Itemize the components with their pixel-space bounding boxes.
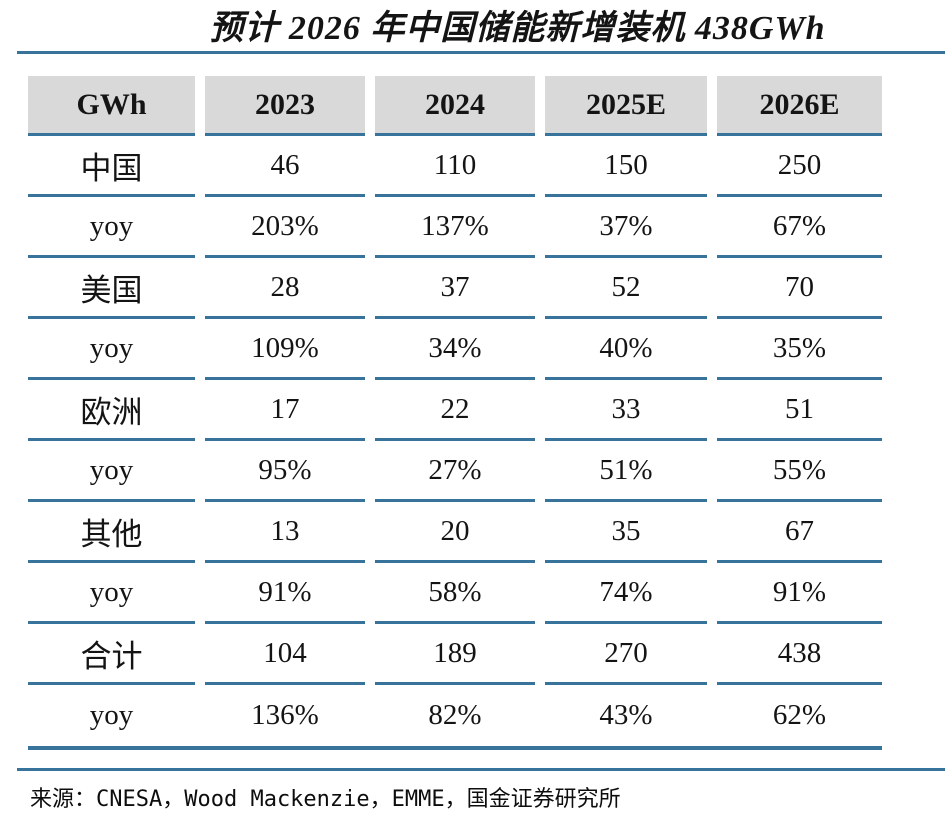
- value-cell: 13: [205, 502, 365, 563]
- value-cell: 37: [375, 258, 535, 319]
- value-cell: 22: [375, 380, 535, 441]
- value-cell: 62%: [772, 699, 827, 731]
- value-cell: 67: [717, 502, 882, 563]
- source-note: 来源：CNESA，Wood Mackenzie，EMME，国金证券研究所: [30, 787, 621, 812]
- row-label: yoy: [28, 441, 195, 502]
- row-label: yoy: [28, 563, 195, 624]
- row-label: 中国: [28, 136, 195, 197]
- figure-title: 预计 2026 年中国储能新增装机 438GWh: [209, 10, 826, 47]
- value-cell: 67%: [717, 197, 882, 258]
- value-cell: 109%: [205, 319, 365, 380]
- table-bottom-rule: [28, 746, 882, 750]
- value-cell: 82%: [428, 699, 482, 731]
- value-cell: 55%: [717, 441, 882, 502]
- value-cell: 438: [717, 624, 882, 685]
- row-label: yoy: [28, 319, 195, 380]
- value-cell: 37%: [545, 197, 707, 258]
- value-cell: 91%: [205, 563, 365, 624]
- value-cell: 20: [375, 502, 535, 563]
- value-cell: 110: [375, 136, 535, 197]
- value-cell: 33: [545, 380, 707, 441]
- value-cell: 43%: [599, 699, 653, 731]
- value-cell: 51%: [545, 441, 707, 502]
- value-cell: 95%: [205, 441, 365, 502]
- value-cell: 70: [717, 258, 882, 319]
- value-cell: 34%: [375, 319, 535, 380]
- value-cell: 52: [545, 258, 707, 319]
- value-cell: 27%: [375, 441, 535, 502]
- row-label: 合计: [28, 624, 195, 685]
- value-cell: 46: [205, 136, 365, 197]
- value-cell: 40%: [545, 319, 707, 380]
- value-cell: 270: [545, 624, 707, 685]
- row-label: 美国: [28, 258, 195, 319]
- installation-data-table: GWh 2023 2024 2025E 2026E 中国 46 110 150 …: [28, 76, 882, 746]
- value-cell: 104: [205, 624, 365, 685]
- value-cell: 203%: [205, 197, 365, 258]
- col-header-2025e: 2025E: [545, 76, 707, 136]
- value-cell: 136%: [251, 699, 319, 731]
- value-cell: 28: [205, 258, 365, 319]
- value-cell: 51: [717, 380, 882, 441]
- value-cell: 137%: [375, 197, 535, 258]
- value-cell: 35%: [717, 319, 882, 380]
- row-label: yoy: [28, 197, 195, 258]
- section-divider-rule: [17, 768, 945, 771]
- col-header-2023: 2023: [205, 76, 365, 136]
- title-underline-rule: [17, 51, 945, 54]
- col-header-2026e: 2026E: [717, 76, 882, 136]
- row-label: 欧洲: [28, 380, 195, 441]
- value-cell: 74%: [545, 563, 707, 624]
- value-cell: 250: [717, 136, 882, 197]
- col-header-unit: GWh: [28, 76, 195, 136]
- col-header-2024: 2024: [375, 76, 535, 136]
- value-cell: 35: [545, 502, 707, 563]
- row-label: yoy: [89, 699, 134, 731]
- value-cell: 189: [375, 624, 535, 685]
- value-cell: 58%: [375, 563, 535, 624]
- value-cell: 17: [205, 380, 365, 441]
- row-label: 其他: [28, 502, 195, 563]
- value-cell: 91%: [717, 563, 882, 624]
- value-cell: 150: [545, 136, 707, 197]
